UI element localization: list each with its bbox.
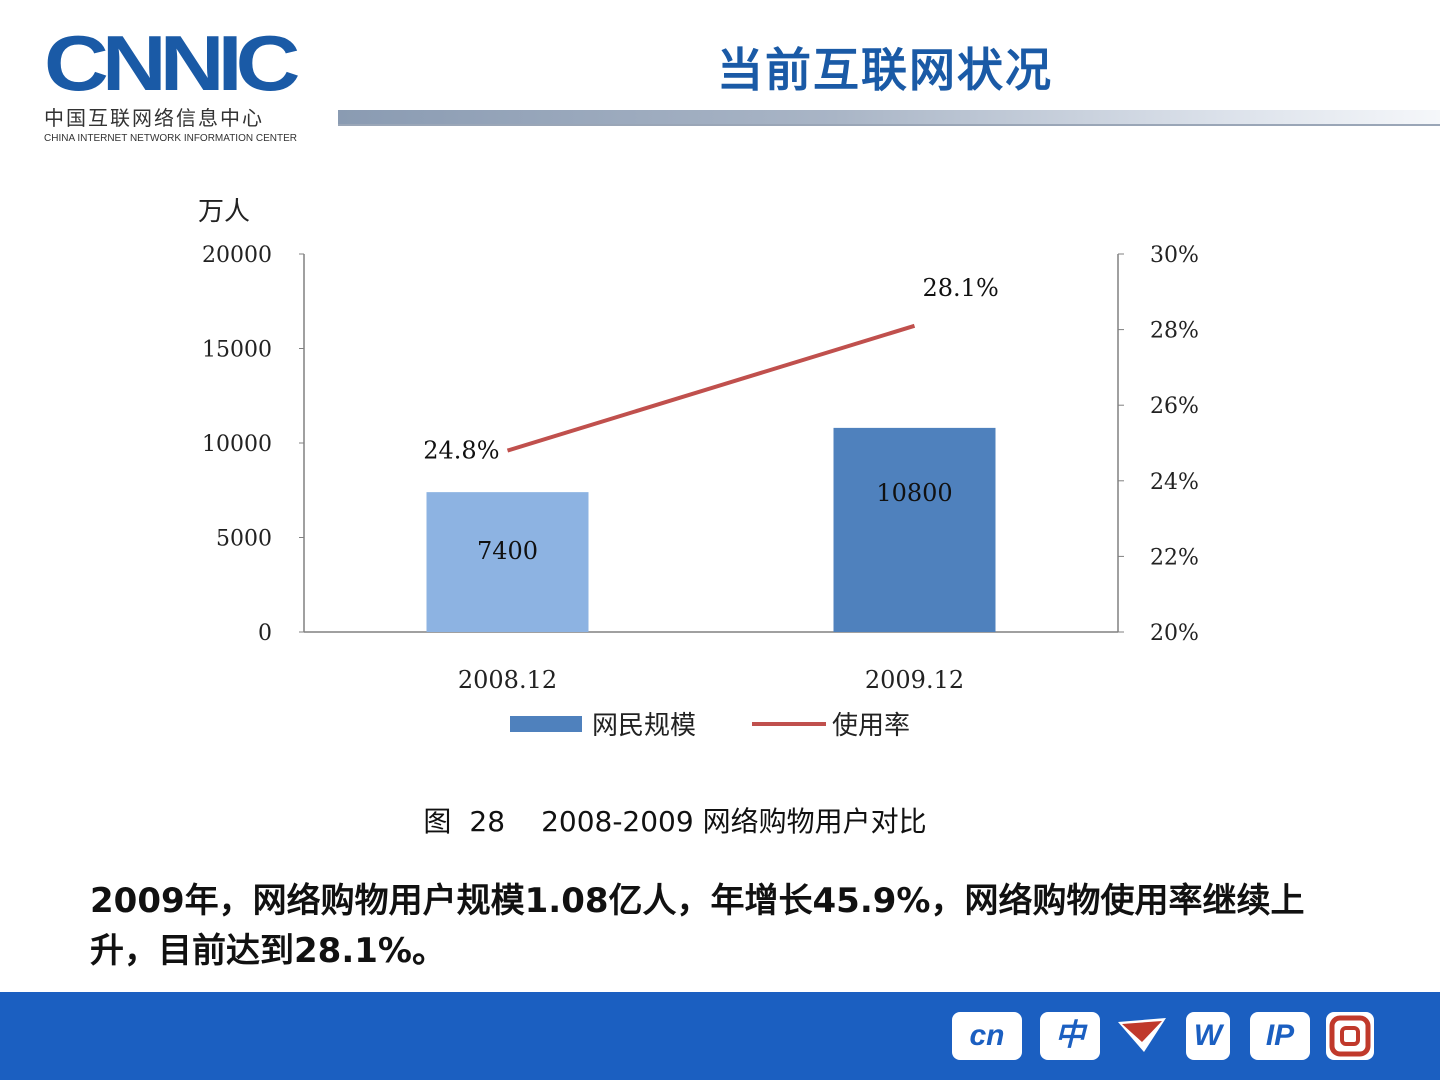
footer-bar: cn 中 W IP <box>0 992 1440 1080</box>
y-right-tick-label: 22% <box>1150 545 1199 570</box>
y-left-tick-label: 0 <box>258 621 272 646</box>
y-right-tick-label: 20% <box>1150 621 1199 646</box>
ip-as-logo-icon: IP <box>1250 1012 1310 1060</box>
copyright-logo-icon <box>1326 1012 1374 1060</box>
y-left-tick-label: 15000 <box>202 338 272 363</box>
y-right-tick-label: 24% <box>1150 470 1199 495</box>
y-right-tick-label: 28% <box>1150 319 1199 344</box>
legend-line-label: 使用率 <box>832 711 910 741</box>
line-series: 24.8% 28.1% <box>423 274 999 465</box>
y-right-tick-label: 30% <box>1150 243 1199 268</box>
logo-chinese-name: 中国互联网络信息中心 <box>44 106 264 130</box>
bar <box>833 427 996 632</box>
slide-title: 当前互联网状况 <box>717 43 1053 97</box>
y-left-tick-label: 5000 <box>216 527 272 552</box>
usage-rate-line <box>506 323 916 453</box>
y-axis-left-title: 万人 <box>198 197 250 227</box>
x-category-label: 2009.12 <box>865 666 964 694</box>
cnnic-logo: CNNIC 中国互联网络信息中心 CHINA INTERNET NETWORK … <box>44 24 324 144</box>
legend-bar-swatch <box>510 716 582 732</box>
header-divider <box>338 110 1440 124</box>
y-left-tick-label: 10000 <box>202 432 272 457</box>
cn-logo-icon: cn <box>952 1012 1022 1060</box>
www-logo-icon: W <box>1186 1012 1230 1060</box>
figure-caption: 图 28 2008-2009 网络购物用户对比 <box>0 800 1350 840</box>
caption-text: 2008-2009 网络购物用户对比 <box>541 805 927 838</box>
logo-wordmark: CNNIC <box>44 19 300 107</box>
y-left-tick-label: 20000 <box>202 243 272 268</box>
caption-label: 图 <box>423 805 452 838</box>
header-divider-line <box>338 124 1440 126</box>
y-axis-right-ticks: 20% 22% 24% 26% 28% 30% <box>1118 243 1199 646</box>
zhong-logo-icon: 中 <box>1040 1012 1100 1060</box>
bar-data-label: 10800 <box>876 479 952 507</box>
chart-legend: 网民规模 使用率 <box>510 711 910 741</box>
line-data-label: 24.8% <box>423 437 499 465</box>
summary-text: 2009年，网络购物用户规模1.08亿人，年增长45.9%，网络购物使用率继续上… <box>90 881 1305 971</box>
caption-number: 28 <box>469 805 506 838</box>
bar-data-label: 7400 <box>477 537 538 565</box>
line-data-label: 28.1% <box>923 274 999 302</box>
x-axis-categories: 2008.12 2009.12 <box>458 666 964 694</box>
online-shopping-chart: 万人 0 5000 10000 15000 20000 20% 22% 24% 26% 28% 3… <box>198 197 1199 741</box>
bar <box>426 492 589 632</box>
y-right-tick-label: 26% <box>1150 394 1199 419</box>
y-axis-left-ticks: 0 5000 10000 15000 20000 <box>202 243 304 646</box>
legend-bar-label: 网民规模 <box>592 711 696 741</box>
x-category-label: 2008.12 <box>458 666 557 694</box>
bar-series: 7400 10800 <box>426 427 996 632</box>
logo-english-name: CHINA INTERNET NETWORK INFORMATION CENTE… <box>44 133 297 144</box>
email-logo-icon <box>1114 1012 1170 1060</box>
